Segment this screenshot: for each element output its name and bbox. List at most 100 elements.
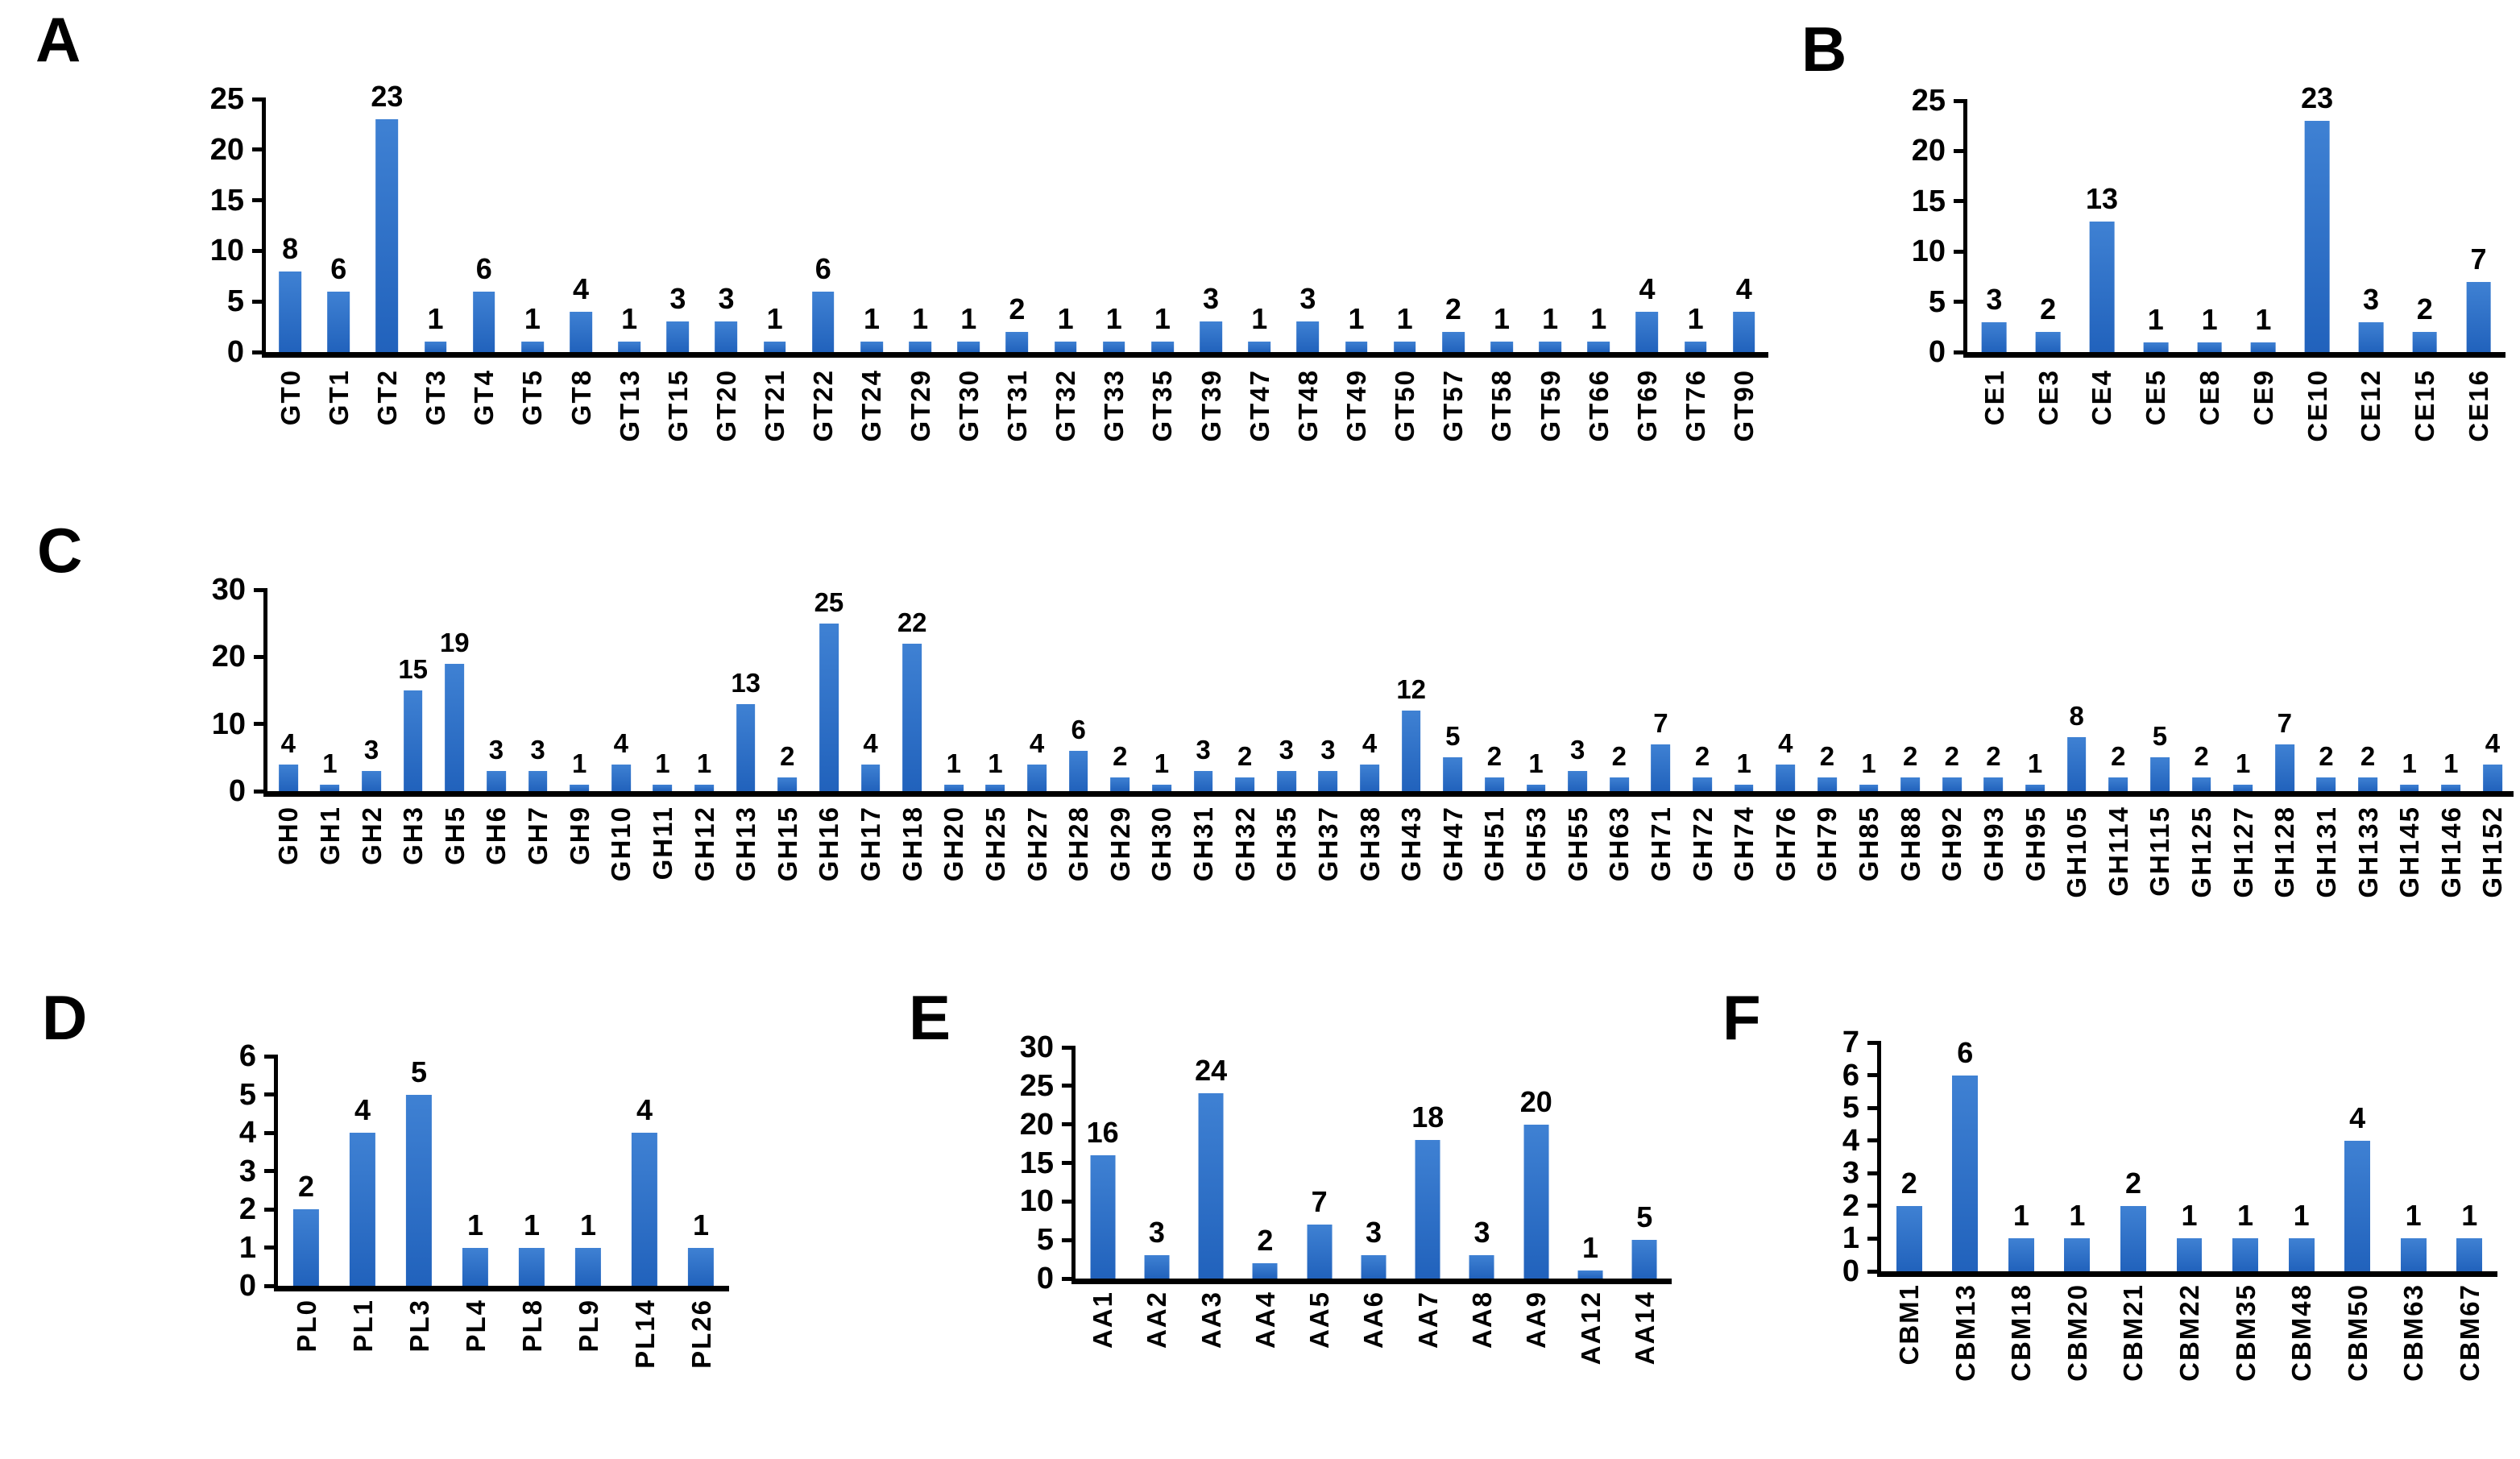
x-category-label: GH10: [600, 806, 642, 935]
bar: [570, 311, 592, 352]
bar-value-label: 4: [1735, 271, 1752, 305]
bar-value-label: 2: [2319, 741, 2334, 772]
bar: [2344, 1140, 2371, 1271]
x-category-label: GH7: [517, 806, 559, 935]
y-axis-tick: 5: [991, 1225, 1076, 1255]
x-category-text: GH27: [1022, 806, 1052, 882]
y-tick-label: 25: [1019, 1068, 1054, 1103]
bar-slot: 1: [2182, 101, 2236, 352]
bar-value-label: 1: [2069, 1199, 2086, 1233]
bar: [1539, 342, 1561, 352]
y-tick-mark: [252, 198, 266, 203]
x-category-text: GH11: [647, 806, 678, 881]
x-category-text: CE3: [2033, 369, 2063, 426]
bar-value-label: 1: [912, 302, 929, 336]
bar-value-label: 1: [1493, 302, 1510, 336]
x-category-label: GT3: [411, 369, 459, 490]
bar-value-label: 13: [731, 667, 761, 698]
bar: [2304, 120, 2330, 352]
x-category-label: AA4: [1238, 1291, 1292, 1411]
bar: [349, 1133, 376, 1286]
plot-area: 0 1 2 3 4 5 6 2 4 5 1 1 1 4 1: [239, 1041, 729, 1301]
bar: [362, 771, 381, 791]
bar-value-label: 1: [322, 748, 338, 778]
bar: [279, 271, 301, 352]
bar-value-label: 1: [2405, 1199, 2422, 1233]
x-category-text: CBM48: [2286, 1283, 2317, 1382]
y-tick-label: 0: [1842, 1254, 1859, 1288]
x-category-text: GH55: [1562, 806, 1593, 882]
y-tick-mark: [1954, 98, 1967, 103]
x-category-text: PL0: [291, 1299, 321, 1353]
y-axis-tick: 10: [991, 1186, 1076, 1217]
bar-value-label: 16: [1086, 1115, 1119, 1149]
bar: [1817, 777, 1837, 791]
bar-value-label: 7: [1311, 1185, 1328, 1219]
y-tick-label: 5: [238, 1077, 256, 1112]
x-category-text: GH51: [1479, 806, 1510, 882]
x-category-text: AA7: [1412, 1291, 1443, 1349]
bar-slot: 1: [504, 1056, 560, 1286]
x-category-text: GH3: [398, 806, 429, 865]
bar-value-label: 24: [1195, 1054, 1228, 1088]
bar-value-label: 22: [897, 607, 927, 637]
y-axis-tick: 6: [193, 1041, 278, 1071]
bar-slot: 1: [2389, 590, 2431, 791]
bar-value-label: 1: [766, 302, 783, 336]
bar-value-label: 1: [1057, 302, 1074, 336]
x-category-text: GH128: [2269, 806, 2300, 898]
x-category-text: PL8: [516, 1299, 547, 1353]
y-tick-mark: [264, 1130, 278, 1135]
bar: [462, 1247, 489, 1286]
bar-value-label: 1: [2237, 1199, 2254, 1233]
bar: [2399, 784, 2419, 791]
bar-value-label: 2: [1237, 741, 1253, 772]
x-category-label: AA12: [1563, 1291, 1617, 1411]
bar-slot: 1: [1993, 1042, 2050, 1271]
x-category-label: GH5: [434, 806, 476, 935]
bar-slot: 5: [1432, 590, 1474, 791]
x-category-label: CE10: [2290, 369, 2344, 490]
bar: [1360, 764, 1379, 791]
y-tick-mark: [254, 587, 267, 592]
x-category-text: CE8: [2195, 369, 2225, 426]
y-tick-label: 5: [1036, 1223, 1054, 1258]
bar: [902, 643, 922, 791]
x-category-label: GT33: [1090, 369, 1138, 490]
bar: [1635, 311, 1659, 352]
bar: [1193, 771, 1213, 791]
x-category-label: GH114: [2098, 806, 2140, 935]
bar: [2358, 777, 2377, 791]
bar-value-label: 6: [1071, 715, 1086, 744]
y-tick-mark: [264, 1207, 278, 1212]
x-category-text: GT32: [1051, 369, 1081, 442]
bar: [777, 777, 798, 791]
x-category-label: GH47: [1432, 806, 1474, 935]
bar: [2150, 757, 2170, 791]
panel-e-letter: E: [909, 982, 951, 1053]
x-category-text: GH7: [523, 806, 553, 865]
bar: [1401, 711, 1421, 791]
x-category-text: GH43: [1396, 806, 1427, 882]
bar: [1090, 1154, 1116, 1279]
x-category-text: GH5: [439, 806, 470, 865]
y-tick-mark: [264, 1169, 278, 1173]
x-category-text: GT5: [517, 369, 548, 426]
x-category-text: GT22: [808, 369, 839, 442]
bar-value-label: 5: [410, 1055, 428, 1088]
bar-value-label: 1: [696, 748, 712, 778]
bar: [1587, 342, 1610, 352]
x-category-text: GH25: [980, 806, 1010, 882]
bar: [570, 784, 590, 791]
bar-slot: 2: [993, 99, 1041, 352]
bar: [2143, 342, 2169, 352]
x-category-label: CE5: [2128, 369, 2182, 490]
bar-slot: 1: [673, 1056, 729, 1286]
y-tick-label: 3: [238, 1154, 256, 1188]
bar-slot: 2: [2021, 101, 2075, 352]
y-tick-mark: [252, 97, 266, 102]
bar: [2025, 784, 2045, 791]
bar: [1526, 784, 1546, 791]
x-category-text: GH31: [1188, 806, 1219, 882]
bar-slot: 3: [2344, 101, 2398, 352]
